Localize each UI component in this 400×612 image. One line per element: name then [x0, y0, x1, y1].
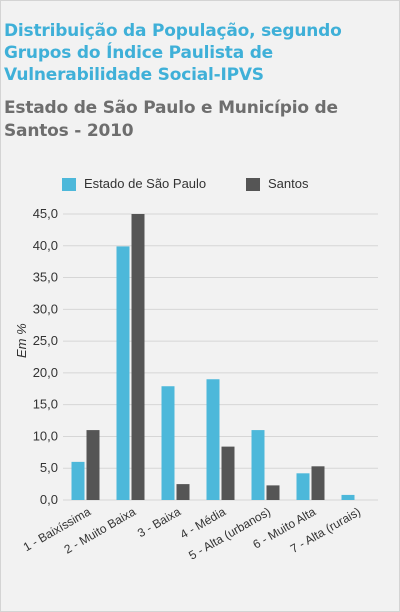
bar-estado[interactable]: [161, 386, 175, 500]
legend-label-santos: Santos: [268, 176, 309, 191]
legend-swatch-estado: [62, 178, 76, 191]
y-tick-label: 30,0: [33, 301, 58, 316]
bar-santos[interactable]: [86, 430, 100, 500]
y-tick-label: 15,0: [33, 397, 58, 412]
chart-subtitle: Estado de São Paulo e Município de Santo…: [4, 98, 338, 141]
y-tick-label: 40,0: [33, 238, 58, 253]
y-tick-label: 20,0: [33, 365, 58, 380]
y-tick-label: 0,0: [40, 492, 58, 507]
y-tick-label: 10,0: [33, 428, 58, 443]
bar-estado[interactable]: [206, 379, 220, 500]
bar-santos[interactable]: [131, 214, 145, 500]
bar-estado[interactable]: [116, 246, 130, 500]
legend-swatch-santos: [246, 178, 260, 191]
bar-santos[interactable]: [221, 446, 235, 500]
bar-estado[interactable]: [296, 473, 310, 500]
chart-title: Distribuição da População, segundo Grupo…: [4, 21, 342, 85]
bar-santos[interactable]: [266, 485, 280, 500]
y-tick-label: 25,0: [33, 333, 58, 348]
x-tick-label: 3 - Baixa: [135, 504, 183, 540]
y-tick-label: 35,0: [33, 270, 58, 285]
bar-estado[interactable]: [341, 494, 355, 500]
bar-estado[interactable]: [251, 430, 265, 500]
y-tick-label: 45,0: [33, 206, 58, 221]
bar-estado[interactable]: [71, 461, 85, 500]
bar-santos[interactable]: [176, 484, 190, 500]
legend-label-estado: Estado de São Paulo: [84, 176, 207, 191]
bar-santos[interactable]: [311, 466, 325, 500]
y-tick-label: 5,0: [40, 460, 58, 475]
